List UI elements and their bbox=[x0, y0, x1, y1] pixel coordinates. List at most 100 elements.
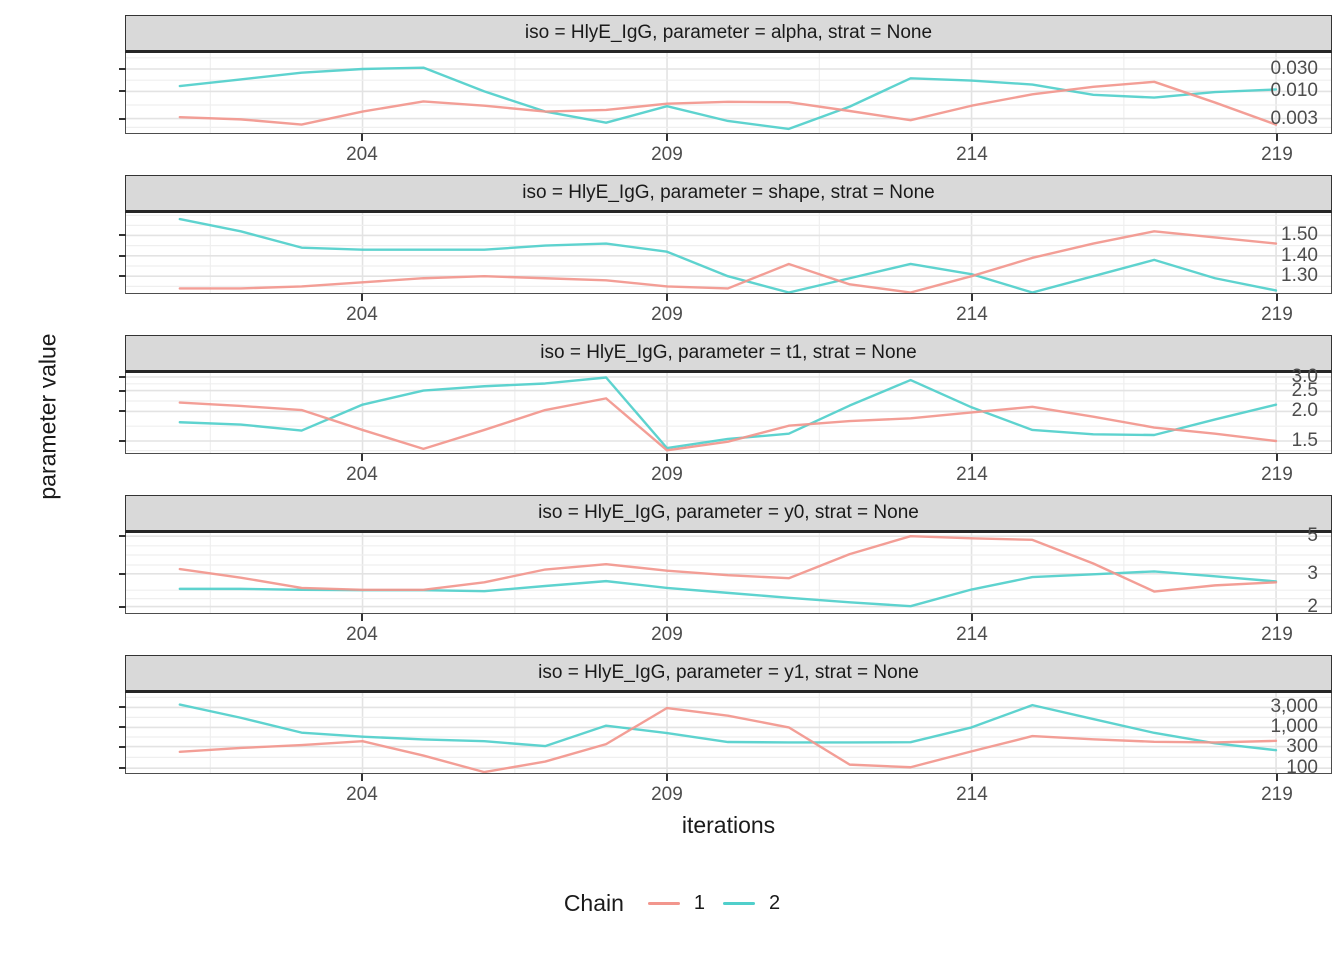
x-axis: 204 209 214 219 bbox=[125, 294, 1332, 336]
x-tick-label: 219 bbox=[1261, 464, 1293, 485]
facet-strip-title: iso = HlyE_IgG, parameter = y0, strat = … bbox=[538, 502, 919, 523]
x-tick-mark bbox=[1275, 774, 1278, 781]
facet-strip-title: iso = HlyE_IgG, parameter = y1, strat = … bbox=[538, 662, 919, 683]
x-tick-mark bbox=[360, 614, 363, 621]
x-tick-mark bbox=[970, 454, 973, 461]
x-tick-label: 209 bbox=[651, 464, 683, 485]
x-tick-label: 219 bbox=[1261, 144, 1293, 165]
facet-y1: iso = HlyE_IgG, parameter = y1, strat = … bbox=[119, 655, 1332, 815]
chain-1-swatch-icon bbox=[647, 902, 680, 905]
facet-strip: iso = HlyE_IgG, parameter = alpha, strat… bbox=[125, 15, 1332, 53]
y-tick-label: 3,000 bbox=[1270, 696, 1318, 718]
x-tick-mark bbox=[1275, 454, 1278, 461]
x-tick-label: 204 bbox=[346, 624, 378, 645]
y-axis-title: parameter value bbox=[34, 333, 61, 500]
facet-strip: iso = HlyE_IgG, parameter = t1, strat = … bbox=[125, 335, 1332, 373]
y-tick-label: 0.003 bbox=[1270, 107, 1318, 129]
trace-line-chain-1 bbox=[180, 398, 1276, 450]
x-tick-mark bbox=[665, 134, 668, 141]
trace-line-chain-1 bbox=[180, 82, 1276, 125]
y-tick-label: 5 bbox=[1307, 525, 1318, 547]
x-tick-mark bbox=[970, 614, 973, 621]
y-tick-mark bbox=[119, 440, 126, 442]
y-tick-mark bbox=[119, 767, 126, 770]
trace-plot-canvas bbox=[126, 373, 1331, 453]
legend-entry-chain-1: 1 bbox=[647, 892, 705, 915]
trace-line-chain-1 bbox=[180, 231, 1276, 292]
x-tick-label: 204 bbox=[346, 464, 378, 485]
x-tick-label: 214 bbox=[956, 464, 988, 485]
facet-grid: iso = HlyE_IgG, parameter = alpha, strat… bbox=[119, 15, 1332, 815]
y-tick-mark bbox=[119, 726, 126, 729]
y-tick-mark bbox=[119, 535, 126, 538]
x-tick-mark bbox=[1275, 294, 1278, 301]
trace-plot-canvas bbox=[126, 53, 1331, 133]
y-tick-mark bbox=[119, 90, 126, 93]
y-tick-label: 3 bbox=[1307, 562, 1318, 584]
facet-panel: 1.50 1.40 1.30 bbox=[119, 213, 1332, 294]
x-tick-label: 209 bbox=[651, 784, 683, 805]
x-tick-label: 219 bbox=[1261, 784, 1293, 805]
x-tick-mark bbox=[665, 774, 668, 781]
x-axis-title: iterations bbox=[681, 812, 776, 838]
x-tick-label: 204 bbox=[346, 304, 378, 325]
y-tick-label: 1,000 bbox=[1270, 716, 1318, 738]
facet-shape: iso = HlyE_IgG, parameter = shape, strat… bbox=[119, 175, 1332, 336]
x-tick-mark bbox=[665, 454, 668, 461]
facet-alpha: iso = HlyE_IgG, parameter = alpha, strat… bbox=[119, 15, 1332, 176]
x-axis: 204 209 214 219 bbox=[125, 454, 1332, 496]
trace-line-chain-2 bbox=[180, 68, 1276, 129]
facet-y0: iso = HlyE_IgG, parameter = y0, strat = … bbox=[119, 495, 1332, 656]
y-tick-label: 1.30 bbox=[1281, 265, 1318, 287]
x-tick-mark bbox=[1275, 614, 1278, 621]
y-tick-mark bbox=[119, 275, 126, 278]
x-tick-label: 214 bbox=[956, 304, 988, 325]
x-tick-mark bbox=[970, 294, 973, 301]
x-axis: 204 209 214 219 bbox=[125, 614, 1332, 656]
x-tick-label: 219 bbox=[1261, 624, 1293, 645]
y-tick-mark bbox=[119, 117, 126, 120]
x-tick-mark bbox=[665, 614, 668, 621]
x-tick-label: 214 bbox=[956, 784, 988, 805]
y-tick-label: 1.40 bbox=[1281, 244, 1318, 266]
y-tick-label: 1.5 bbox=[1291, 430, 1318, 451]
chain-2-swatch-icon bbox=[723, 902, 756, 905]
y-tick-mark bbox=[119, 410, 126, 413]
trace-line-chain-1 bbox=[180, 536, 1276, 591]
x-tick-mark bbox=[360, 774, 363, 781]
facet-strip-title: iso = HlyE_IgG, parameter = t1, strat = … bbox=[540, 342, 917, 363]
y-tick-mark bbox=[119, 376, 126, 378]
y-tick-label: 1.50 bbox=[1281, 224, 1318, 246]
x-tick-label: 219 bbox=[1261, 304, 1293, 325]
y-tick-label: 3.0 bbox=[1291, 366, 1318, 387]
trace-line-chain-2 bbox=[180, 378, 1276, 449]
x-tick-label: 209 bbox=[651, 624, 683, 645]
facet-panel: 0.030 0.010 0.003 bbox=[119, 53, 1332, 134]
x-tick-mark bbox=[360, 294, 363, 301]
y-tick-label: 2.5 bbox=[1291, 379, 1318, 401]
x-tick-label: 209 bbox=[651, 144, 683, 165]
x-tick-label: 214 bbox=[956, 624, 988, 645]
x-tick-mark bbox=[1275, 134, 1278, 141]
y-tick-label: 300 bbox=[1286, 735, 1318, 757]
x-tick-label: 204 bbox=[346, 784, 378, 805]
x-tick-mark bbox=[665, 294, 668, 301]
y-tick-mark bbox=[119, 234, 126, 237]
trace-line-chain-2 bbox=[180, 219, 1276, 292]
legend-label-chain-2: 2 bbox=[769, 892, 781, 914]
facet-strip: iso = HlyE_IgG, parameter = y0, strat = … bbox=[125, 495, 1332, 533]
x-axis: 204 209 214 219 bbox=[125, 134, 1332, 176]
trace-plot-canvas bbox=[126, 213, 1331, 293]
facet-strip: iso = HlyE_IgG, parameter = shape, strat… bbox=[125, 175, 1332, 213]
y-tick-label: 0.030 bbox=[1270, 58, 1318, 79]
trace-line-chain-1 bbox=[180, 708, 1276, 772]
facet-panel: 3.0 2.5 2.0 1.5 bbox=[119, 366, 1332, 454]
y-tick-mark bbox=[119, 605, 126, 608]
legend-title: Chain bbox=[563, 890, 624, 916]
y-tick-mark bbox=[119, 745, 126, 748]
y-tick-mark bbox=[119, 389, 126, 392]
y-tick-label: 0.010 bbox=[1270, 80, 1318, 102]
x-tick-label: 214 bbox=[956, 144, 988, 165]
facet-panel: 3,000 1,000 300 100 bbox=[119, 693, 1332, 778]
